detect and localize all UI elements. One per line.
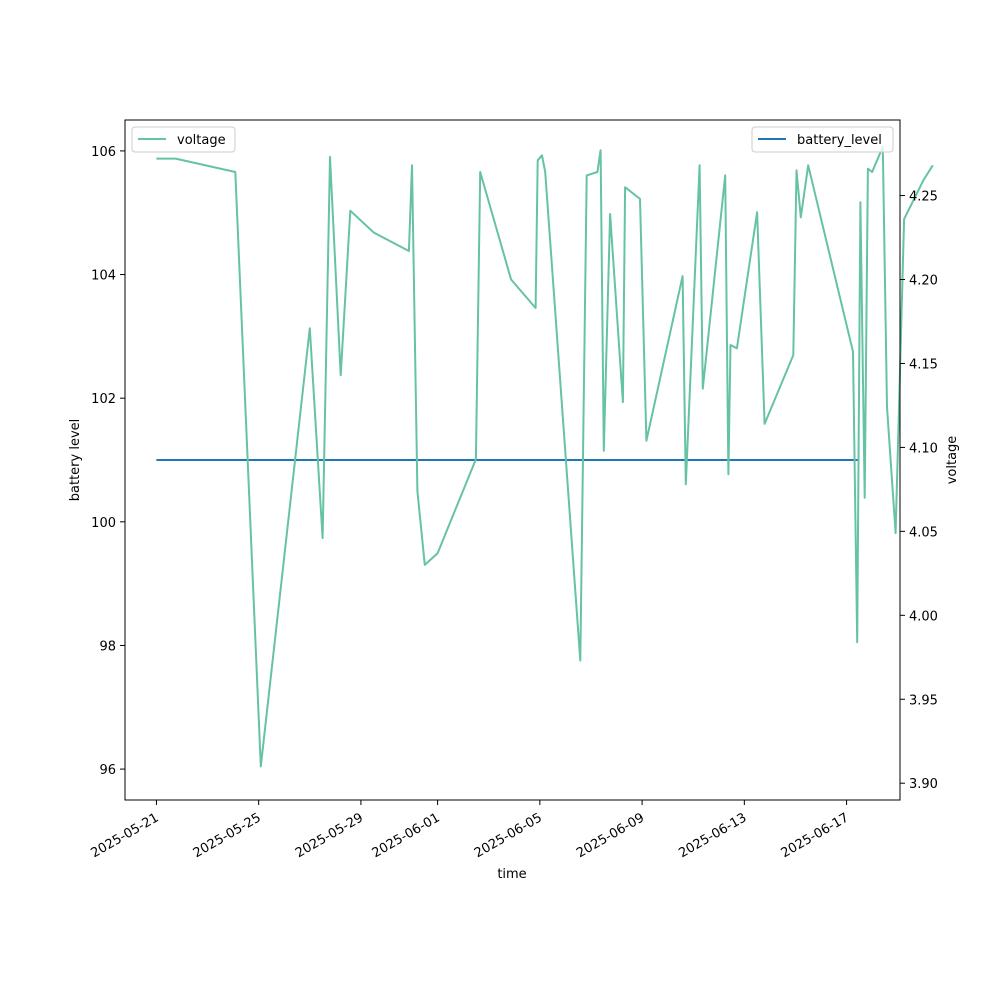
- y-axis-left: 96 98 100 102 104 106: [91, 145, 125, 778]
- y-left-tick-label: 100: [91, 516, 116, 531]
- y-right-tick-label: 4.25: [909, 190, 938, 205]
- y-left-tick-label: 104: [91, 269, 116, 284]
- y-right-tick-label: 4.00: [909, 609, 938, 624]
- y-right-tick-label: 4.05: [909, 525, 938, 540]
- plot-frame: [124, 119, 901, 801]
- y-left-tick-label: 98: [99, 639, 116, 654]
- y-left-tick-label: 102: [91, 392, 116, 407]
- legend-battery-level: battery_level: [751, 126, 894, 153]
- y-axis-right-title: voltage: [945, 436, 960, 485]
- series-line-voltage: [156, 145, 934, 768]
- y-right-tick-label: 4.20: [909, 274, 938, 289]
- legend-voltage: voltage: [131, 126, 236, 153]
- y-axis-right: 3.90 3.95 4.00 4.05 4.10 4.15 4.20 4.25: [900, 190, 938, 792]
- y-right-tick-label: 4.15: [909, 357, 938, 372]
- legend-voltage-box: [131, 126, 236, 153]
- y-left-tick-label: 106: [91, 145, 116, 160]
- y-axis-left-title: battery level: [68, 419, 83, 502]
- y-left-tick-label: 96: [99, 763, 116, 778]
- y-right-tick-label: 3.90: [909, 777, 938, 792]
- y-right-tick-label: 4.10: [909, 441, 938, 456]
- plot-lines: [156, 145, 934, 768]
- x-axis-title: time: [497, 867, 526, 882]
- y-right-tick-label: 3.95: [909, 693, 938, 708]
- legend-voltage-label: voltage: [177, 133, 226, 148]
- legend-battery-level-box: [751, 126, 894, 153]
- legend-battery-level-label: battery_level: [797, 133, 882, 148]
